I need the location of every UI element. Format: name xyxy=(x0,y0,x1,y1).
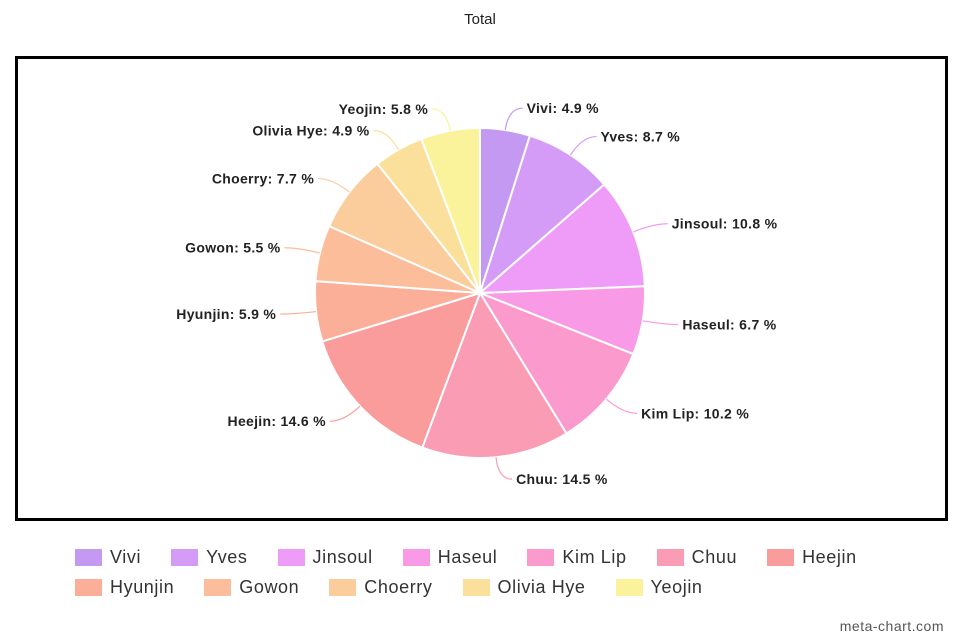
legend-item-olivia-hye[interactable]: Olivia Hye xyxy=(462,576,586,598)
legend-swatch xyxy=(462,578,490,596)
pie-slice-jinsoul[interactable] xyxy=(477,183,646,295)
legend-swatch xyxy=(767,548,795,566)
connector-vivi xyxy=(504,107,523,131)
legend-item-haseul[interactable]: Haseul xyxy=(402,546,498,568)
legend-swatch xyxy=(329,578,357,596)
slice-label-haseul: Haseul: 6.7 % xyxy=(682,317,776,333)
connector-jinsoul xyxy=(633,223,668,233)
chart-frame: Vivi: 4.9 % Yves: 8.7 % Jinsoul: 10.8 % Has… xyxy=(15,56,948,521)
pie-slice-chuu[interactable] xyxy=(420,290,568,459)
legend-item-yves[interactable]: Yves xyxy=(171,546,247,568)
legend-label: Vivi xyxy=(110,546,142,567)
legend-label: Hyunjin xyxy=(110,576,175,597)
legend-swatch xyxy=(656,548,684,566)
slice-label-gowon: Gowon: 5.5 % xyxy=(185,240,281,256)
chart-title: Total xyxy=(464,11,496,28)
connector-hyunjin xyxy=(280,310,317,315)
connector-yeojin xyxy=(432,108,451,131)
watermark: meta-chart.com xyxy=(839,618,944,634)
connector-kim-lip xyxy=(605,398,638,414)
legend-item-vivi[interactable]: Vivi xyxy=(75,546,141,568)
legend-swatch xyxy=(615,578,643,596)
legend-swatch xyxy=(277,548,305,566)
slice-label-jinsoul: Jinsoul: 10.8 % xyxy=(672,216,778,232)
legend-label: Chuu xyxy=(691,546,738,567)
pie-slice-heejin[interactable] xyxy=(321,291,482,449)
legend-item-yeojin[interactable]: Yeojin xyxy=(615,576,703,598)
legend-item-kim-lip[interactable]: Kim Lip xyxy=(527,546,626,568)
legend-label: Kim Lip xyxy=(562,546,627,567)
legend-swatch xyxy=(75,548,102,566)
legend-swatch xyxy=(402,548,430,566)
legend: Vivi Yves Jinsoul Haseul Kim Lip Chuu Heejin Hy… xyxy=(75,546,915,598)
slice-label-vivi: Vivi: 4.9 % xyxy=(527,100,600,116)
legend-item-hyunjin[interactable]: Hyunjin xyxy=(75,576,174,598)
legend-swatch xyxy=(204,578,232,596)
slice-label-yeojin: Yeojin: 5.8 % xyxy=(339,101,429,117)
pie-slice-yves[interactable] xyxy=(477,134,606,297)
legend-item-gowon[interactable]: Gowon xyxy=(204,576,299,598)
legend-label: Yves xyxy=(206,546,248,567)
connector-choerry xyxy=(318,177,350,193)
legend-swatch xyxy=(75,578,102,596)
connector-yves xyxy=(569,135,597,156)
slice-label-yves: Yves: 8.7 % xyxy=(600,129,680,145)
slice-label-kim-lip: Kim Lip: 10.2 % xyxy=(641,405,749,421)
legend-label: Olivia Hye xyxy=(497,576,586,597)
legend-label: Jinsoul xyxy=(312,546,373,567)
legend-item-choerry[interactable]: Choerry xyxy=(329,576,432,598)
connector-gowon xyxy=(284,247,321,254)
slice-label-choerry: Choerry: 7.7 % xyxy=(212,171,314,187)
connector-haseul xyxy=(642,320,679,326)
connector-olivia-hye xyxy=(373,129,399,150)
legend-swatch xyxy=(171,548,199,566)
legend-label: Choerry xyxy=(364,576,433,597)
legend-item-heejin[interactable]: Heejin xyxy=(767,546,857,568)
slice-label-olivia-hye: Olivia Hye: 4.9 % xyxy=(252,122,369,138)
legend-swatch xyxy=(527,548,555,566)
slice-label-hyunjin: Hyunjin: 5.9 % xyxy=(176,306,276,322)
legend-label: Gowon xyxy=(239,576,300,597)
legend-label: Yeojin xyxy=(650,576,703,597)
legend-label: Haseul xyxy=(437,546,498,567)
legend-label: Heejin xyxy=(802,546,857,567)
connector-chuu xyxy=(495,457,513,480)
slice-label-heejin: Heejin: 14.6 % xyxy=(228,413,327,429)
legend-item-chuu[interactable]: Chuu xyxy=(656,546,738,568)
pie-chart: Vivi: 4.9 %Yves: 8.7 % Jinsoul: 10.8 % Has… xyxy=(176,100,778,487)
legend-item-jinsoul[interactable]: Jinsoul xyxy=(277,546,373,568)
connector-heejin xyxy=(329,405,361,422)
slice-label-chuu: Chuu: 14.5 % xyxy=(516,471,608,487)
